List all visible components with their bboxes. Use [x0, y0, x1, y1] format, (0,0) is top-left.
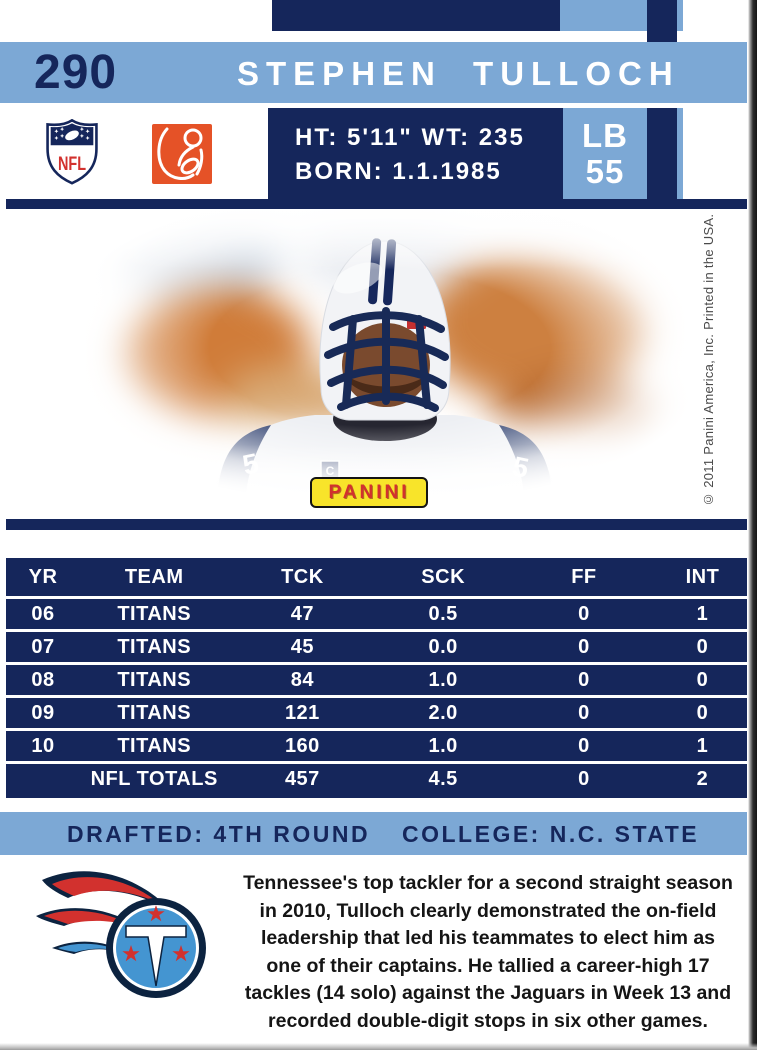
card-bottom-edge-shadow: [0, 1043, 757, 1050]
stats-row-separator: [6, 695, 747, 698]
stats-cell: 457: [284, 767, 320, 790]
stats-column-header: FF: [571, 565, 597, 588]
stats-row-separator: [6, 662, 747, 665]
stats-cell: 2.0: [428, 701, 458, 724]
stats-row: NFL TOTALS 457 4.5 0 2: [6, 764, 747, 794]
stats-row: 08 TITANS 84 1.0 0 0: [6, 665, 747, 695]
stats-column-header: YR: [28, 565, 58, 588]
stats-cell: 0: [696, 668, 709, 691]
stats-cell: TITANS: [117, 602, 192, 625]
panini-logo: PANINI: [310, 477, 428, 508]
stats-cell: TITANS: [117, 701, 192, 724]
stats-cell: TITANS: [117, 668, 192, 691]
stats-row-separator: [6, 728, 747, 731]
nfl-letters: NFL: [58, 153, 86, 175]
card-right-edge-shadow: [748, 0, 757, 1050]
stats-cell: 0: [578, 701, 590, 724]
stats-cell: 1.0: [428, 734, 458, 757]
stats-cell: 160: [284, 734, 320, 757]
stats-cell: 0: [578, 767, 590, 790]
stats-cell: 2: [696, 767, 709, 790]
stats-table: YR TEAM TCK SCK FF INT 06 TITANS 47 0.5 0 1 07 TITAN…: [6, 558, 747, 798]
stats-cell: 1.0: [428, 668, 458, 691]
stats-row-separator: [6, 596, 747, 599]
stats-cell: 09: [31, 701, 55, 724]
stats-body: 06 TITANS 47 0.5 0 1 07 TITANS 45 0.0 0 0 08 TITANS 84…: [6, 596, 747, 794]
info-lightblue-sliver: [677, 108, 683, 200]
copyright-text: © 2011 Panini America, Inc. Printed in t…: [701, 213, 716, 507]
header-bar: 290 STEPHEN TULLOCH: [0, 42, 747, 103]
top-strip-lightblue-sliver: [677, 0, 683, 31]
vitals-text: HT: 5'11" WT: 235: [295, 124, 525, 151]
stats-cell: 07: [31, 635, 55, 658]
position-label: LB: [582, 117, 628, 154]
stats-cell: 0: [696, 635, 709, 658]
player-photo: 5 5 C: [86, 209, 698, 511]
stats-cell: TITANS: [117, 635, 192, 658]
stats-cell: NFL TOTALS: [90, 767, 218, 790]
nflpa-player-icon: [152, 124, 212, 184]
born-text: BORN: 1.1.1985: [295, 158, 502, 185]
drafted-college-bar: DRAFTED: 4TH ROUND COLLEGE: N.C. STATE: [0, 812, 747, 855]
info-navy-stripe: [647, 108, 677, 210]
college-label: COLLEGE: N.C. STATE: [402, 821, 700, 847]
stats-cell: 0: [578, 635, 590, 658]
stats-header-row: YR TEAM TCK SCK FF INT: [6, 558, 747, 596]
stats-row: 10 TITANS 160 1.0 0 1: [6, 731, 747, 761]
stats-cell: 121: [284, 701, 320, 724]
top-strip-navy-stripe: [647, 0, 677, 43]
vitals-box: HT: 5'11" WT: 235 BORN: 1.1.1985: [268, 108, 563, 200]
photo-frame-bottom: [6, 519, 747, 530]
jersey-number: 55: [585, 153, 625, 190]
stats-cell: 1: [696, 734, 709, 757]
stats-cell: 0: [578, 734, 590, 757]
stats-row-separator: [6, 761, 747, 764]
photo-vignette: [86, 209, 698, 511]
nfl-shield-icon: NFL: [46, 119, 98, 185]
photo-frame-top: [6, 199, 747, 209]
stats-cell: 08: [31, 668, 55, 691]
top-strip-lightblue: [560, 0, 647, 31]
stats-cell: 0.0: [428, 635, 458, 658]
stats-cell: 47: [290, 602, 314, 625]
stats-cell: 1: [696, 602, 709, 625]
stats-row: 07 TITANS 45 0.0 0 0: [6, 632, 747, 662]
stats-row: 09 TITANS 121 2.0 0 0: [6, 698, 747, 728]
stats-row-separator: [6, 629, 747, 632]
top-strip-navy: [272, 0, 560, 31]
position-number-box: LB 55: [563, 108, 647, 200]
stats-cell: 45: [290, 635, 314, 658]
stats-cell: 0: [696, 701, 709, 724]
stats-cell: 84: [290, 668, 314, 691]
stats-cell: 06: [31, 602, 55, 625]
stats-column-header: SCK: [421, 565, 466, 588]
stats-column-header: TCK: [281, 565, 324, 588]
stats-column-header: TEAM: [124, 565, 184, 588]
titans-flaming-t-icon: [36, 871, 206, 998]
stats-cell: 4.5: [428, 767, 458, 790]
stats-column-header: INT: [685, 565, 720, 588]
panini-logo-text: PANINI: [328, 481, 410, 503]
stats-cell: 0: [578, 668, 590, 691]
drafted-label: DRAFTED: 4TH ROUND: [67, 821, 371, 847]
player-name: STEPHEN TULLOCH: [237, 55, 680, 92]
stats-row: 06 TITANS 47 0.5 0 1: [6, 599, 747, 629]
stats-cell: TITANS: [117, 734, 192, 757]
stats-cell: 0.5: [428, 602, 458, 625]
stats-cell: 0: [578, 602, 590, 625]
bio-paragraph: Tennessee's top tackler for a second str…: [243, 872, 733, 1032]
stats-cell: 10: [31, 734, 55, 757]
card-number: 290: [34, 46, 118, 99]
